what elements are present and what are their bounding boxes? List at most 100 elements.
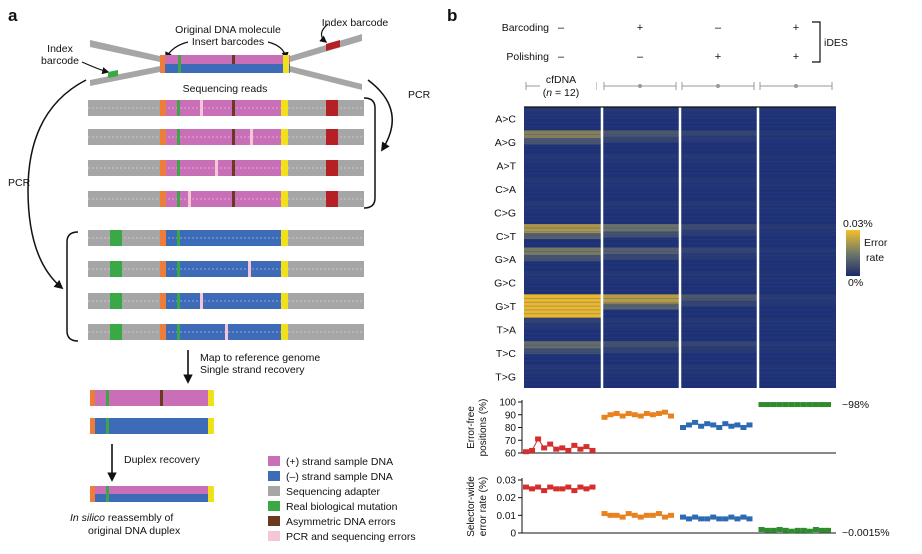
data-point-barcoding+polishing (758, 526, 765, 532)
legend-label: Real biological mutation (286, 501, 398, 513)
cfdna-n-label: (n = 12) (543, 87, 580, 99)
data-point-barcoding+polishing (776, 402, 783, 408)
data-point-polishing (710, 422, 717, 428)
heatmap-cell-none-A>C (524, 107, 602, 127)
colorbar-title-2: rate (866, 252, 884, 264)
heatmap-cell-barcoding+polishing-T>A (758, 317, 836, 338)
y-tick-label: 70 (505, 436, 517, 447)
heatmap-cell-barcoding-G>T (602, 294, 680, 315)
data-point-barcoding (619, 413, 626, 419)
data-point-polishing (740, 425, 747, 430)
plus-strand-read-4 (88, 191, 364, 207)
heatmap-row-label: T>G (495, 371, 516, 383)
heatmap-cell-barcoding-T>A (602, 317, 680, 338)
data-point-none (565, 447, 572, 453)
colorbar (846, 230, 860, 276)
heatmap-cell-barcoding-C>G (602, 200, 680, 221)
data-point-none (529, 447, 536, 453)
heatmap-cell-none-C>A (524, 177, 602, 198)
legend-item: (+) strand sample DNA (268, 456, 393, 468)
data-point-barcoding+polishing (806, 402, 813, 408)
colorbar-max: 0.03% (843, 218, 873, 230)
heatmap-cell-barcoding+polishing-T>G (758, 364, 836, 385)
heatmap-row-label: C>T (496, 231, 517, 243)
index-barcode-left-label-1: Index (47, 43, 73, 55)
legend-label: (–) strand sample DNA (286, 471, 393, 483)
data-point-none (565, 484, 572, 490)
data-point-barcoding (607, 512, 614, 518)
data-point-barcoding+polishing (800, 527, 807, 533)
heatmap-cell-none-A>G (524, 130, 602, 151)
index-barcode-left-label-2: barcode (41, 55, 79, 67)
map-label-2: Single strand recovery (200, 364, 305, 376)
polishing-sign: + (793, 51, 799, 63)
heatmap-cell-polishing-A>T (680, 153, 758, 174)
minus-strand-read-3 (88, 293, 364, 309)
error-free-annotation: ~98% (842, 399, 869, 411)
data-point-none (553, 486, 560, 492)
heatmap-cell-polishing-C>G (680, 200, 758, 221)
data-point-polishing (692, 419, 699, 425)
panel-a-label: a (8, 6, 18, 25)
data-point-barcoding (637, 413, 644, 419)
data-point-barcoding+polishing (764, 527, 771, 533)
data-point-none (547, 484, 554, 490)
legend-swatch (268, 501, 280, 511)
heatmap-cell-polishing-T>C (680, 341, 758, 361)
heatmap-cell-none-C>G (524, 200, 602, 221)
heatmap-cell-barcoding-T>C (602, 341, 680, 361)
data-point-none (541, 488, 548, 494)
data-point-none (577, 446, 584, 452)
heatmap-cell-barcoding+polishing-G>A (758, 247, 836, 268)
data-point-none (559, 486, 566, 492)
pcr-label-right: PCR (408, 89, 431, 101)
pcr-arrow-left (27, 79, 87, 290)
polishing-sign: + (715, 51, 721, 63)
sequencing-reads-label: Sequencing reads (183, 83, 268, 95)
index-barcode-arrow-right (319, 23, 329, 43)
data-point-barcoding (643, 410, 650, 416)
heatmap-row-label: C>G (494, 207, 516, 219)
condition-signs: – + – + – – + + (558, 22, 799, 63)
data-point-barcoding (613, 410, 620, 416)
legend-label: Asymmetric DNA errors (286, 516, 396, 528)
data-point-barcoding (661, 409, 668, 415)
data-point-none (589, 484, 596, 490)
heatmap-cell-barcoding+polishing-A>T (758, 153, 836, 174)
heatmap-cell-barcoding-A>G (602, 130, 680, 151)
heatmap-cell-barcoding-A>T (602, 153, 680, 174)
legend-item: (–) strand sample DNA (268, 471, 393, 483)
legend-item: Sequencing adapter (268, 486, 380, 498)
data-point-barcoding+polishing (758, 402, 765, 408)
original-molecule (90, 34, 362, 90)
y-tick-label: 0.03 (497, 476, 517, 487)
data-point-barcoding+polishing (770, 402, 777, 408)
heatmap-row-label: C>A (495, 184, 516, 196)
legend: (+) strand sample DNA (–) strand sample D… (268, 456, 416, 543)
data-point-barcoding (643, 512, 650, 518)
data-point-barcoding (601, 414, 608, 420)
data-point-barcoding (655, 511, 662, 517)
y-axis-label-1: Selector-wide (466, 476, 477, 537)
y-axis-label-1: Error-free (466, 406, 477, 449)
data-point-barcoding+polishing (788, 528, 795, 534)
bracket-left (66, 231, 79, 342)
data-point-polishing (686, 422, 693, 428)
reads-plus-group (88, 100, 364, 207)
bracket-right (363, 97, 376, 209)
data-point-none (535, 436, 542, 442)
y-tick-label: 90 (505, 410, 517, 421)
heatmap-cell-polishing-T>G (680, 364, 758, 385)
barcoding-label: Barcoding (502, 22, 549, 34)
data-point-barcoding (631, 512, 638, 518)
data-point-barcoding+polishing (776, 526, 783, 532)
y-tick-label: 80 (505, 423, 517, 434)
data-point-polishing (686, 516, 693, 522)
polishing-sign: – (558, 51, 565, 63)
plus-strand-read-2 (88, 129, 364, 145)
minus-strand-read-1 (88, 230, 364, 246)
data-point-barcoding+polishing (794, 402, 801, 408)
data-point-barcoding (649, 512, 656, 518)
legend-swatch (268, 486, 280, 496)
heatmap-cell-polishing-G>C (680, 270, 758, 291)
